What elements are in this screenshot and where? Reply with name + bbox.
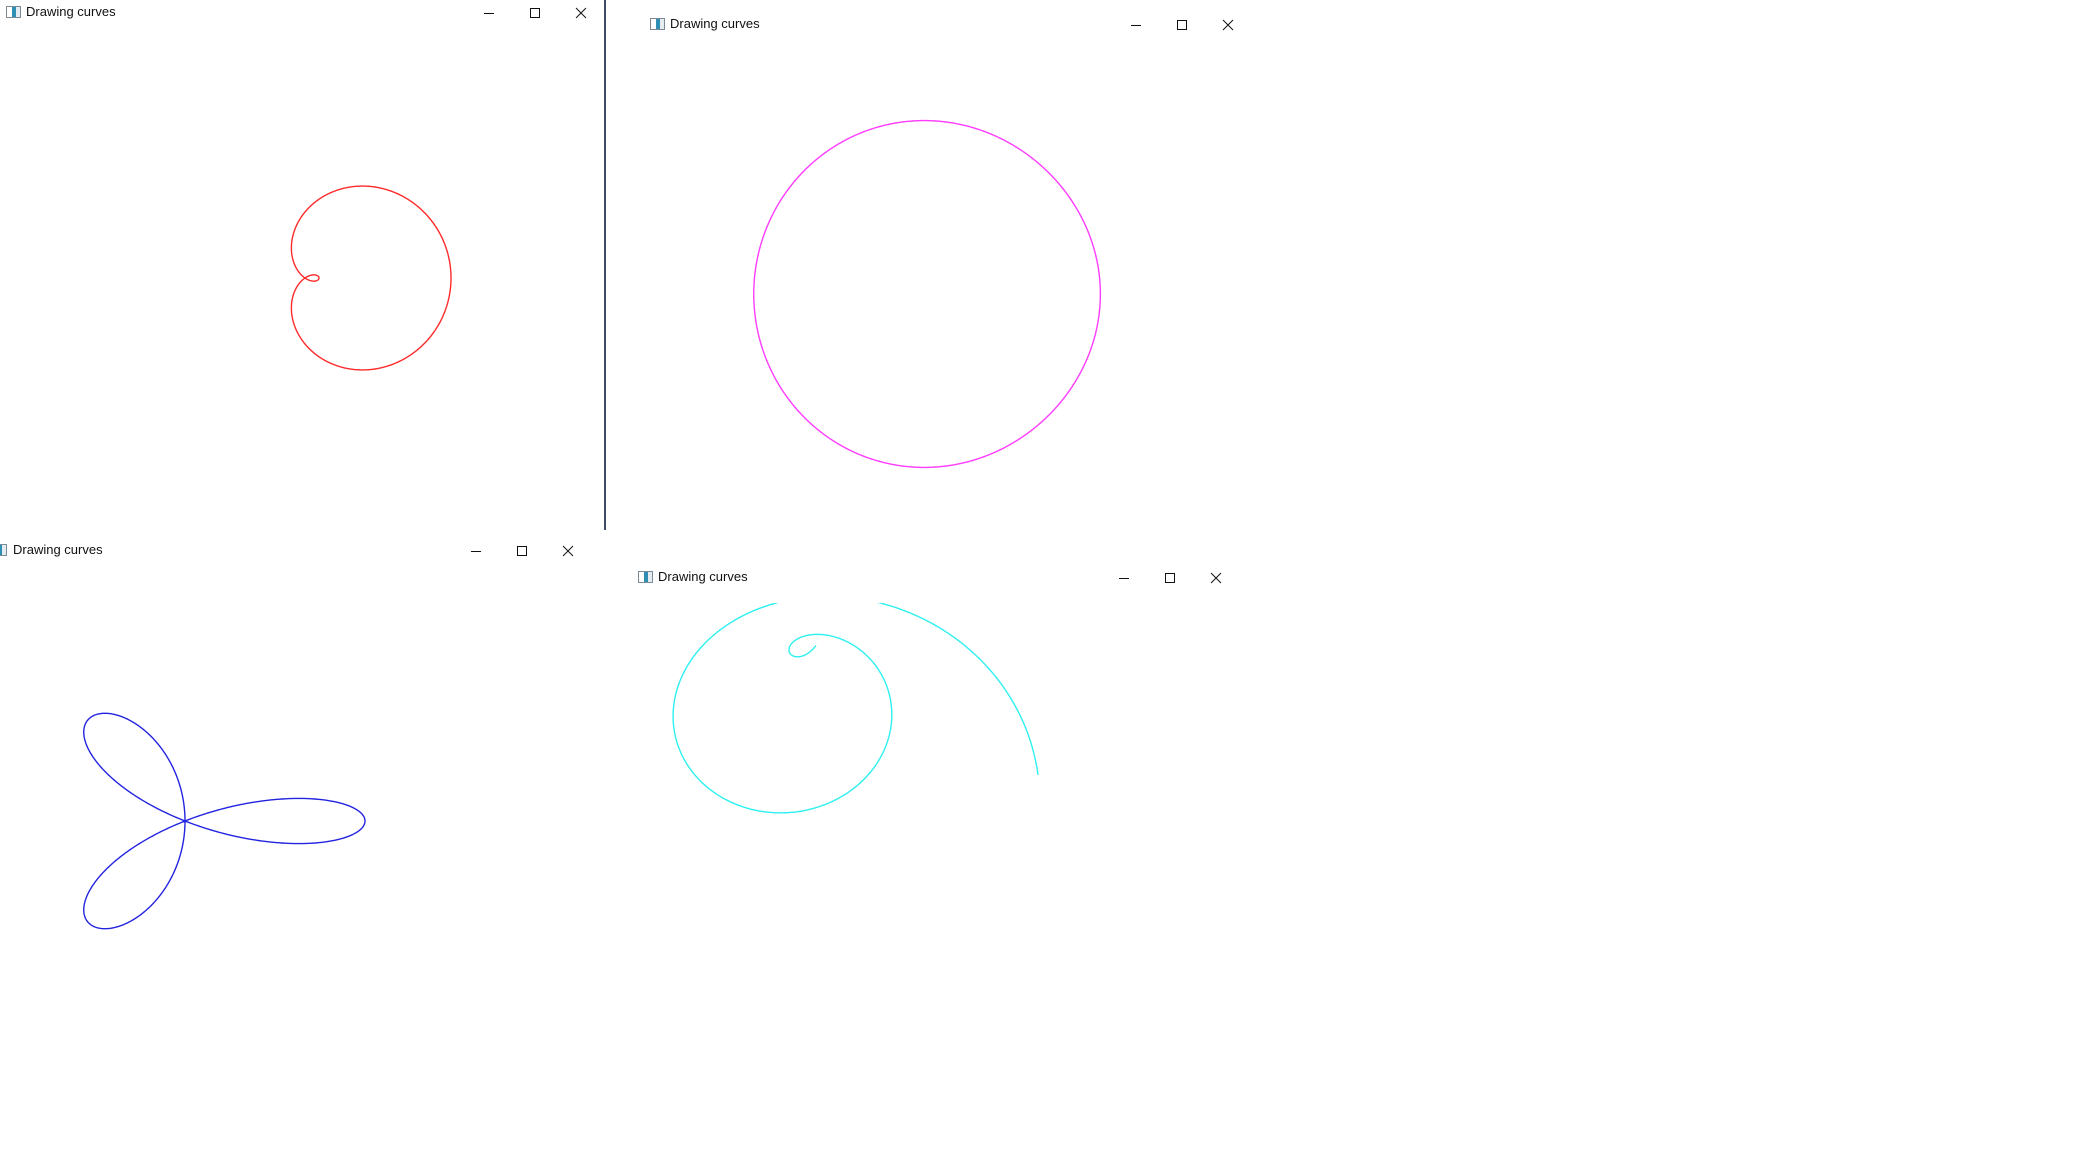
limacon-curve [290, 185, 452, 371]
maximize-icon [530, 8, 540, 18]
maximize-button[interactable] [1149, 565, 1191, 591]
window-top-left: Drawing curves [0, 0, 600, 530]
curve-canvas [672, 595, 1039, 814]
curve-canvas [753, 119, 1102, 469]
maximize-button[interactable] [501, 538, 543, 564]
window-title: Drawing curves [670, 16, 760, 31]
window-bottom-left: Drawing curves [0, 538, 600, 1098]
minimize-button[interactable] [1115, 12, 1157, 38]
trefoil-curve [83, 712, 366, 930]
window-title: Drawing curves [658, 569, 748, 584]
close-icon [1210, 572, 1222, 584]
spiral-curve [672, 595, 1039, 814]
maximize-icon [1165, 573, 1175, 583]
window-top-right: Drawing curves [638, 12, 1238, 532]
curve-canvas [83, 712, 366, 930]
minimize-button[interactable] [455, 538, 497, 564]
close-icon [1222, 19, 1234, 31]
window-title: Drawing curves [13, 542, 103, 557]
window-title: Drawing curves [26, 4, 116, 19]
window-border [604, 0, 606, 530]
minimize-icon [471, 551, 481, 552]
maximize-icon [1177, 20, 1187, 30]
close-icon [562, 545, 574, 557]
app-icon [638, 571, 653, 583]
close-button[interactable] [560, 0, 600, 26]
maximize-icon [517, 546, 527, 556]
title-bar[interactable]: Drawing curves [0, 0, 600, 38]
app-icon [6, 6, 21, 18]
maximize-button[interactable] [514, 0, 556, 26]
window-bottom-right: Drawing curves [626, 565, 1226, 1105]
app-icon [0, 544, 7, 556]
curve-canvas [290, 185, 452, 371]
title-bar[interactable]: Drawing curves [0, 538, 600, 576]
title-bar[interactable]: Drawing curves [638, 12, 1238, 50]
close-button[interactable] [1195, 565, 1226, 591]
minimize-icon [1119, 578, 1129, 579]
title-bar[interactable]: Drawing curves [626, 565, 1226, 603]
close-button[interactable] [547, 538, 589, 564]
minimize-button[interactable] [468, 0, 510, 26]
minimize-icon [1131, 25, 1141, 26]
app-icon [650, 18, 665, 30]
minimize-icon [484, 13, 494, 14]
nephroid-curve [753, 119, 1102, 469]
maximize-button[interactable] [1161, 12, 1203, 38]
close-button[interactable] [1207, 12, 1238, 38]
minimize-button[interactable] [1103, 565, 1145, 591]
close-icon [575, 7, 587, 19]
